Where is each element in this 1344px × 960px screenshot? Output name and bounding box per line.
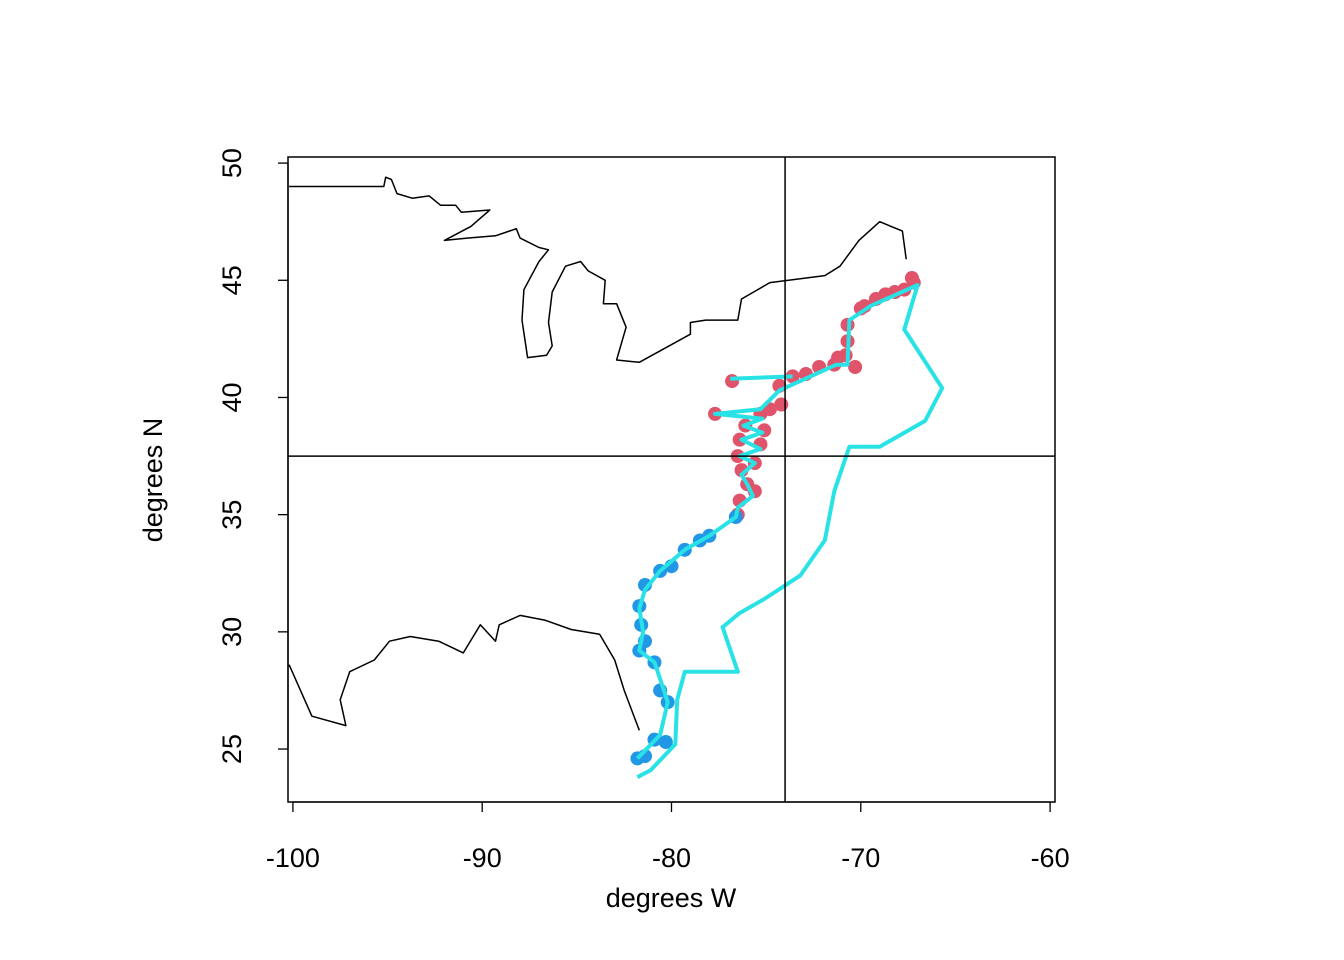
y-axis-label: degrees N bbox=[138, 418, 168, 543]
y-tick-label: 30 bbox=[217, 617, 247, 647]
x-tick-label: -100 bbox=[266, 843, 320, 873]
track-line bbox=[635, 283, 945, 779]
track-point bbox=[785, 369, 800, 384]
x-tick-label: -90 bbox=[463, 843, 502, 873]
plot-frame bbox=[287, 156, 1056, 803]
track-point bbox=[725, 374, 740, 389]
y-tick-label: 25 bbox=[217, 734, 247, 764]
y-tick-label: 45 bbox=[217, 265, 247, 295]
x-tick-label: -80 bbox=[652, 843, 691, 873]
x-tick-label: -60 bbox=[1031, 843, 1070, 873]
y-tick-label: 40 bbox=[217, 382, 247, 412]
x-tick-label: -70 bbox=[841, 843, 880, 873]
coastline bbox=[288, 176, 907, 731]
track-point bbox=[658, 735, 673, 749]
track-point bbox=[848, 360, 863, 374]
y-tick-label: 35 bbox=[217, 500, 247, 530]
y-tick-label: 50 bbox=[217, 148, 247, 178]
x-axis-label: degrees W bbox=[606, 883, 737, 913]
